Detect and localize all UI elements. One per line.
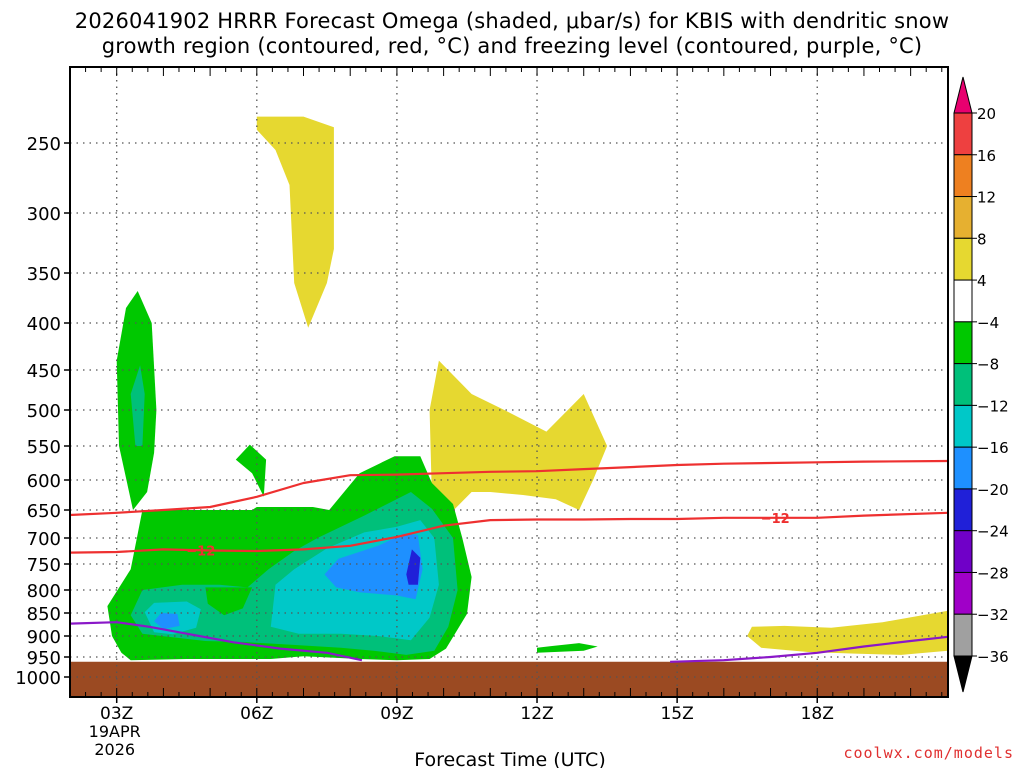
x-tick-label-12Z: 12Z [520,704,553,724]
omega-region-blue-small [154,613,180,630]
colorbar-label-7: −12 [977,397,1009,415]
colorbar-bin-0 [953,112,973,156]
source-credit[interactable]: coolwx.com/models [843,744,1014,762]
x-tick-label-15Z: 15Z [660,704,693,724]
y-tick-label-600: 600 [27,471,61,492]
omega-region-green-east-small [537,643,598,653]
colorbar-label-13: −36 [977,648,1009,666]
grid-layer [70,67,948,697]
colorbar-bin-6 [953,363,973,406]
colorbar-label-8: −16 [977,439,1009,457]
colorbar-bin-11 [953,571,973,615]
colorbar-bin-7 [953,404,973,448]
colorbar-bottom-arrow [953,655,973,693]
colorbar-label-5: −4 [977,314,999,332]
colorbar-bin-8 [953,446,973,490]
omega-region-yellow-mid [429,360,608,516]
colorbar-label-3: 8 [977,230,987,248]
axes-layer: 2503003504004505005506006507007508008509… [15,66,949,759]
colorbar-label-11: −28 [977,564,1009,582]
contour-line-2 [69,621,363,662]
colorbar-label-10: −24 [977,523,1009,541]
x-axis-label: Forecast Time (UTC) [414,749,605,768]
y-tick-label-300: 300 [27,204,61,225]
colorbar-label-1: 16 [977,147,996,165]
colorbar-label-9: −20 [977,481,1009,499]
y-tick-label-250: 250 [27,134,61,155]
colorbar-label-2: 12 [977,189,996,207]
omega-shading-layer [70,116,948,697]
colorbar-bin-5 [953,321,973,365]
colorbar-top-arrow [953,76,973,114]
y-tick-label-500: 500 [27,401,61,422]
colorbar-label-6: −8 [977,356,999,374]
y-tick-label-1000: 1000 [15,668,61,689]
y-tick-label-700: 700 [27,529,61,550]
contour-layer: −12 −12 [69,459,949,663]
colorbar-bin-9 [953,488,973,532]
y-tick-label-450: 450 [27,361,61,382]
colorbar-bin-4 [953,279,973,323]
omega-region-navy-core [406,549,421,585]
y-tick-label-350: 350 [27,264,61,285]
chart-title-line-1: 2026041902 HRRR Forecast Omega (shaded, … [74,9,950,33]
x-tick-sublabel: 19APR [89,722,141,741]
x-tick-label-09Z: 09Z [380,704,413,724]
y-tick-label-950: 950 [27,648,61,669]
chart-title-line-2: growth region (contoured, red, °C) and f… [101,34,923,58]
y-tick-label-750: 750 [27,555,61,576]
omega-region-teal-tower [130,365,145,446]
colorbar-label-0: 20 [977,105,996,123]
colorbar-bin-3 [953,237,973,281]
x-tick-label-06Z: 06Z [240,704,273,724]
colorbar-label-4: 4 [977,272,987,290]
x-tick-sublabel: 2026 [94,740,135,759]
colorbar-bin-10 [953,530,973,573]
y-tick-label-800: 800 [27,581,61,602]
colorbar-bin-1 [953,154,973,198]
omega-region-yellow-lower-right [747,610,948,655]
y-tick-label-850: 850 [27,604,61,625]
y-tick-label-650: 650 [27,501,61,522]
omega-region-blue-main [324,533,423,600]
y-tick-label-900: 900 [27,627,61,648]
colorbar-bin-12 [953,613,973,657]
y-tick-label-550: 550 [27,437,61,458]
colorbar: 20 16 12 8 4 −4 −8 −12 −16 −20 −24 −28 −32 −36 [953,76,1009,693]
contour-line-0 [69,459,949,517]
colorbar-label-12: −32 [977,606,1009,624]
x-tick-label-18Z: 18Z [801,704,834,724]
y-tick-label-400: 400 [27,314,61,335]
x-tick-label-03Z: 03Z [100,704,133,724]
plot-frame [69,66,949,698]
contour-line-3 [670,635,949,663]
omega-region-teal-notch [205,587,253,616]
contour-label-0: −12 [186,544,215,559]
omega-region-green-blob-small [235,444,267,497]
colorbar-bin-2 [953,196,973,239]
omega-region-yellow-upper [256,116,334,328]
contour-line-1 [69,511,949,554]
contour-label-1: −12 [761,512,790,527]
omega-region-terrain [70,661,948,697]
